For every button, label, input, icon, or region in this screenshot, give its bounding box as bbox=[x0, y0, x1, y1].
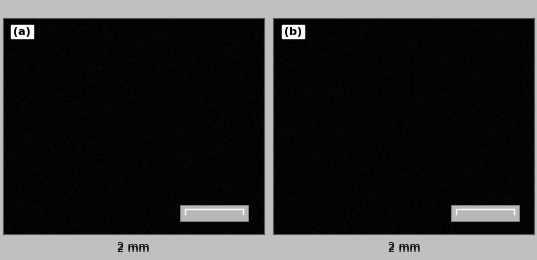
Text: (a): (a) bbox=[13, 27, 31, 37]
Text: 2 mm: 2 mm bbox=[388, 242, 420, 252]
Text: 2 mm: 2 mm bbox=[388, 244, 420, 254]
Text: 2 mm: 2 mm bbox=[117, 244, 149, 254]
Bar bbox=[451, 205, 519, 221]
Bar bbox=[180, 205, 248, 221]
Text: 2 mm: 2 mm bbox=[117, 242, 149, 252]
Text: (b): (b) bbox=[284, 27, 302, 37]
